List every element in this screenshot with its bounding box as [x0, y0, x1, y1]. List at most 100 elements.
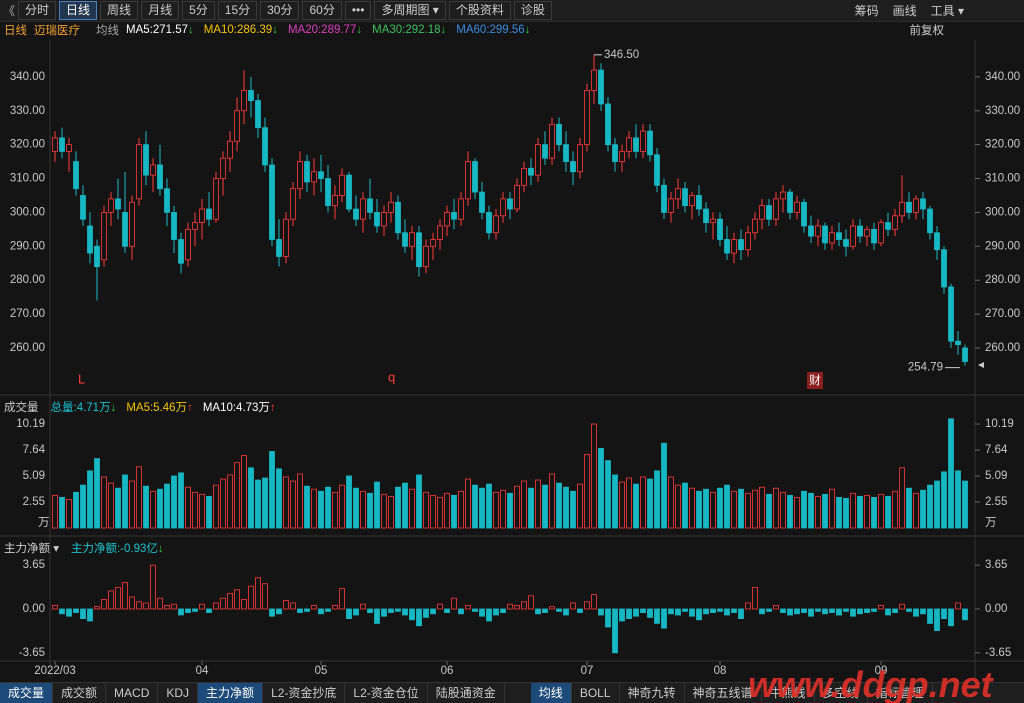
y-tick-label: 0.00: [23, 603, 45, 615]
tab[interactable]: L2-资金抄底: [263, 683, 346, 703]
tab[interactable]: 成交额: [53, 683, 107, 703]
candle-body: [325, 178, 331, 207]
bar: [227, 592, 233, 610]
tab[interactable]: 均线: [530, 683, 572, 703]
bar: [864, 608, 870, 613]
y-unit: 万: [38, 517, 50, 529]
tool-button[interactable]: 5分: [182, 1, 215, 20]
candle-body: [59, 137, 65, 152]
bar: [591, 594, 597, 610]
bar: [304, 608, 310, 612]
legend-label: MA5:5.46万: [126, 402, 188, 414]
y-tick-label: -3.65: [985, 647, 1011, 659]
tab[interactable]: BOLL: [572, 683, 620, 703]
bar: [787, 608, 793, 616]
candle-body: [227, 140, 233, 159]
bar: [416, 474, 422, 529]
bar: [241, 455, 247, 529]
bar: [360, 603, 366, 610]
tab[interactable]: 指标管理: [868, 683, 933, 703]
candle-body: [535, 144, 541, 176]
bar: [129, 480, 135, 529]
bar: [647, 478, 653, 529]
y-tick-label: 310.00: [985, 173, 1020, 185]
bar: [374, 481, 380, 529]
bar: [668, 476, 674, 529]
tool-button[interactable]: 分时: [18, 1, 57, 20]
bar: [59, 496, 65, 529]
bar: [619, 481, 625, 529]
tab[interactable]: KDJ: [158, 683, 199, 703]
tool-button[interactable]: 30分: [260, 1, 300, 20]
tool-link[interactable]: 画线: [892, 4, 917, 18]
bar: [822, 608, 828, 615]
tool-button[interactable]: 日线: [59, 1, 98, 20]
bar: [815, 608, 821, 612]
bar: [437, 603, 443, 610]
bar: [276, 468, 282, 529]
adjust[interactable]: 前复权: [909, 25, 945, 37]
tool-button[interactable]: 60分: [302, 1, 342, 20]
bar: [878, 493, 884, 529]
tool-button[interactable]: 多周期图 ▾: [374, 1, 446, 20]
tool-button[interactable]: 周线: [100, 1, 139, 20]
bar: [717, 608, 723, 612]
bar: [458, 608, 464, 615]
candle-body: [486, 212, 492, 234]
bar: [353, 608, 359, 616]
tool-button[interactable]: •••: [344, 1, 372, 20]
bar: [465, 604, 471, 610]
tool-link[interactable]: 工具 ▾: [930, 4, 964, 18]
panel-title[interactable]: 主力净额 ▾: [4, 543, 59, 555]
bar: [563, 608, 569, 616]
bar: [647, 608, 653, 618]
watermark: www.ddgp.net: [748, 664, 993, 703]
bar: [360, 490, 366, 529]
candle-body: [899, 201, 905, 217]
tab[interactable]: MACD: [106, 683, 159, 703]
bar: [192, 608, 198, 612]
legend-arrow: ↓: [110, 402, 117, 414]
candle-body: [710, 218, 716, 223]
bar: [213, 602, 219, 610]
bar: [87, 608, 93, 622]
candle-body: [857, 225, 863, 237]
candle-body: [577, 144, 583, 173]
stock-name: 迈瑞医疗: [34, 25, 80, 37]
bar: [367, 608, 373, 613]
bar: [73, 608, 79, 613]
tool-button[interactable]: 月线: [141, 1, 180, 20]
y-tick-label: 340.00: [985, 71, 1020, 83]
bar: [94, 458, 100, 529]
bar: [318, 490, 324, 529]
tool-button[interactable]: 15分: [217, 1, 258, 20]
bar: [206, 495, 212, 529]
bar: [836, 496, 842, 529]
candle-body: [962, 347, 968, 362]
candle-body: [269, 164, 275, 240]
bar: [283, 476, 289, 529]
bar: [234, 462, 240, 529]
tab[interactable]: 神奇九转: [620, 683, 685, 703]
back[interactable]: 《: [3, 4, 16, 18]
tab[interactable]: 陆股通资金: [428, 683, 505, 703]
bar: [528, 487, 534, 529]
tab[interactable]: 多空线: [815, 683, 868, 703]
bar: [178, 472, 184, 529]
tab[interactable]: 主力净额: [198, 683, 264, 703]
tab[interactable]: 成交量: [0, 683, 54, 703]
bar: [472, 484, 478, 529]
bar: [339, 484, 345, 529]
tab[interactable]: L2-资金仓位: [345, 683, 428, 703]
bar: [346, 475, 352, 529]
bar: [486, 608, 492, 622]
bar: [759, 608, 765, 615]
tool-button[interactable]: 诊股: [513, 1, 552, 20]
tool-link[interactable]: 筹码: [854, 4, 879, 18]
bar: [626, 477, 632, 529]
tab[interactable]: 神奇五线谱: [685, 683, 762, 703]
tool-button[interactable]: 个股资料: [448, 1, 511, 20]
tab[interactable]: 牛熊线: [762, 683, 815, 703]
y-tick-label: 340.00: [10, 71, 45, 83]
bar: [675, 608, 681, 616]
